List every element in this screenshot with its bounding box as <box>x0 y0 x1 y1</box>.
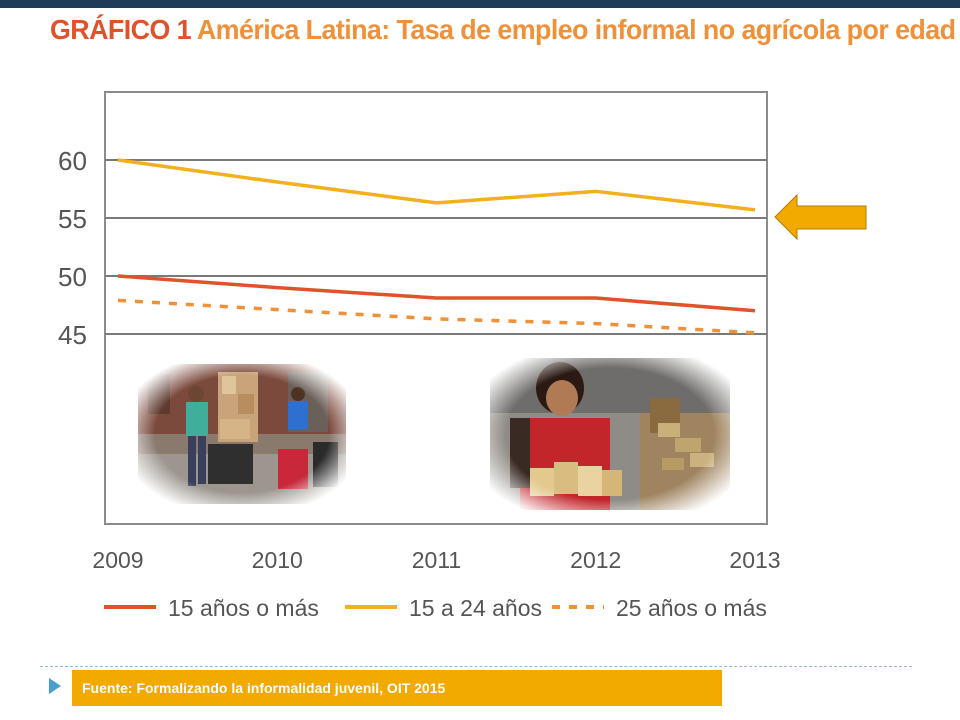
legend-label: 15 a 24 años <box>409 595 542 621</box>
source-text: Fuente: Formalizando la informalidad juv… <box>82 680 446 696</box>
series-line-2 <box>117 298 756 335</box>
chart-title-text: América Latina: Tasa de empleo informal … <box>196 14 956 45</box>
x-tick-label: 2009 <box>92 547 143 573</box>
x-tick-label: 2012 <box>570 547 621 573</box>
source-banner: Fuente: Formalizando la informalidad juv… <box>72 670 722 706</box>
y-tick-label: 60 <box>58 146 87 176</box>
girl-sorting-packages-illustration <box>490 358 730 510</box>
x-tick-label: 2010 <box>252 547 303 573</box>
girl-sorting-packages-photo <box>490 358 730 510</box>
x-tick-label: 2013 <box>729 547 780 573</box>
line-chart: 45 50 55 60 2009 2010 2011 2012 2013 15 años o … <box>58 91 867 621</box>
bullet-triangle-icon <box>49 678 61 694</box>
legend-label: 25 años o más <box>616 595 767 621</box>
street-workers-illustration <box>138 364 346 504</box>
top-bar <box>0 0 960 8</box>
legend: 15 años o más 15 a 24 años 25 años o más <box>104 595 767 621</box>
y-tick-label: 55 <box>58 204 87 234</box>
legend-label: 15 años o más <box>168 595 319 621</box>
series-lines <box>117 158 756 335</box>
chart-title: GRÁFICO 1 América Latina: Tasa de empleo… <box>50 14 956 46</box>
chart-title-label: GRÁFICO 1 <box>50 14 192 45</box>
slide-divider <box>40 666 912 667</box>
y-axis-ticks: 45 50 55 60 <box>58 146 87 350</box>
left-arrow-icon <box>774 193 867 241</box>
grid-lines <box>105 159 767 335</box>
x-axis-ticks: 2009 2010 2011 2012 2013 <box>92 547 780 573</box>
y-tick-label: 45 <box>58 320 87 350</box>
x-tick-label: 2011 <box>412 547 461 573</box>
y-tick-label: 50 <box>58 262 87 292</box>
street-workers-photo <box>138 364 346 504</box>
